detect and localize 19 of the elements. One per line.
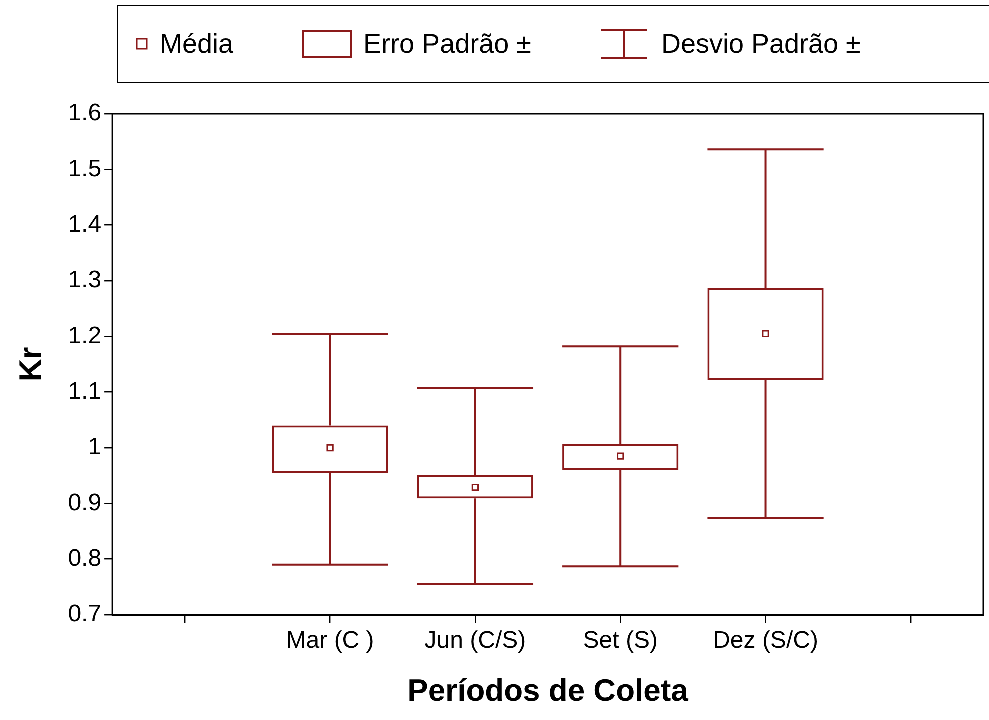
y-tick-label: 1.1 — [68, 378, 102, 405]
x-tick-label: Dez (S/C) — [713, 627, 818, 654]
y-tick-label: 0.8 — [68, 544, 102, 572]
x-tick-label: Set (S) — [583, 627, 658, 654]
text: Erro Padrão ± — [364, 28, 532, 60]
y-tick-label: 1.5 — [68, 155, 102, 182]
y-tick-label: 1 — [88, 434, 102, 461]
x-tick-label: Jun (C/S) — [424, 627, 526, 654]
y-tick-label: 1.2 — [68, 322, 102, 350]
x-axis-title: Períodos de Coleta — [408, 672, 690, 708]
y-tick-label: 1.6 — [68, 100, 102, 127]
y-tick-label: 0.9 — [68, 489, 102, 516]
y-tick-label: 0.7 — [68, 600, 102, 628]
y-tick-label: 1.4 — [68, 210, 102, 238]
text: Média — [160, 28, 234, 60]
y-tick-label: 1.3 — [68, 266, 102, 294]
text: Desvio Padrão ± — [661, 28, 861, 60]
x-tick-label: Mar (C ) — [286, 627, 374, 654]
y-axis-title: Kr — [13, 347, 48, 382]
